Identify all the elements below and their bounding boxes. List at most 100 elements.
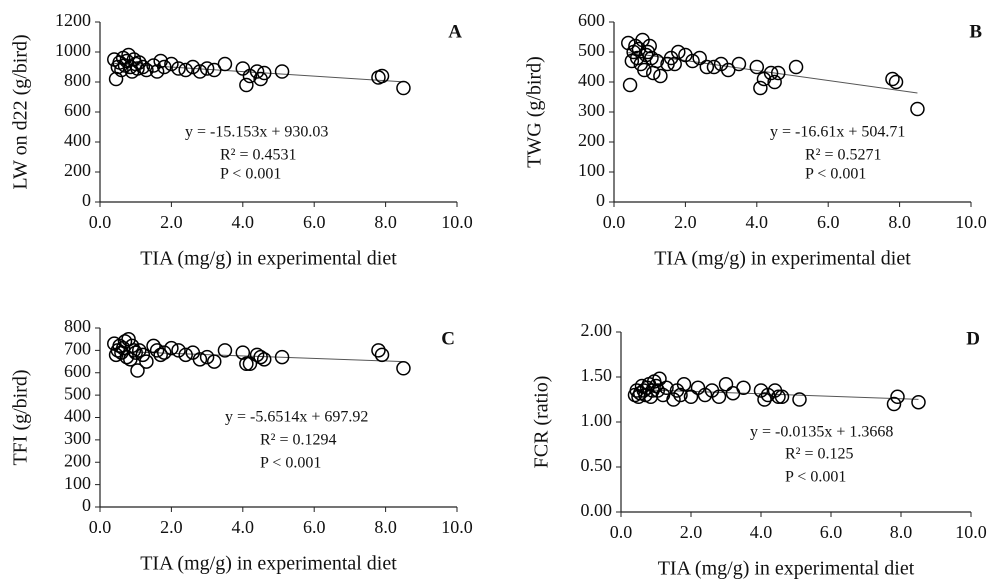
data-point: [256, 352, 272, 367]
data-point: [692, 50, 707, 66]
annotation: P < 0.001: [805, 166, 866, 183]
x-tick-label: 0.0: [89, 212, 112, 232]
y-tick-label: 700: [64, 339, 91, 359]
y-tick-label: 200: [64, 450, 91, 470]
annotation: R² = 0.125: [785, 446, 854, 463]
data-point: [135, 59, 151, 75]
y-tick-label: 400: [578, 70, 605, 90]
data-point: [885, 71, 900, 87]
y-axis-label: TWG (g/bird): [524, 56, 546, 168]
y-tick-label: 600: [64, 100, 91, 120]
y-tick-label: 0: [82, 190, 91, 210]
data-point: [153, 347, 168, 363]
y-tick-label: 400: [64, 406, 91, 426]
y-tick-label: 1.00: [581, 410, 613, 430]
data-point: [192, 352, 208, 367]
data-point: [771, 389, 786, 405]
data-point: [249, 64, 265, 79]
y-axis-label: TFI (g/bird): [10, 369, 32, 465]
data-point: [135, 347, 151, 363]
y-tick-label: 400: [64, 130, 91, 150]
data-point: [130, 61, 145, 76]
data-point: [649, 53, 665, 69]
data-point: [139, 354, 154, 369]
annotation: P < 0.001: [785, 469, 846, 486]
data-point: [911, 394, 926, 410]
data-point: [706, 59, 722, 75]
x-tick-label: 10.0: [441, 212, 473, 232]
x-tick-label: 2.0: [160, 212, 183, 232]
data-point: [374, 68, 390, 84]
x-tick-label: 6.0: [820, 522, 843, 542]
x-tick-label: 6.0: [817, 212, 840, 232]
y-tick-label: 1200: [55, 10, 91, 30]
panel-label: A: [448, 21, 462, 42]
panel-label: C: [441, 328, 455, 349]
data-point: [629, 383, 644, 398]
data-point: [653, 68, 668, 84]
data-point: [699, 59, 715, 75]
data-point: [770, 65, 786, 81]
x-tick-label: 2.0: [674, 212, 697, 232]
data-point: [374, 347, 390, 363]
data-point: [650, 383, 665, 398]
data-point: [128, 345, 143, 360]
data-point: [720, 62, 736, 78]
annotation: y = -15.153x + 930.03: [185, 124, 328, 141]
data-point: [249, 347, 265, 363]
x-tick-label: 8.0: [374, 212, 397, 232]
data-point: [622, 77, 638, 93]
data-point: [149, 64, 165, 79]
data-point: [253, 349, 268, 365]
y-tick-label: 100: [64, 473, 91, 493]
x-axis-label: TIA (mg/g) in experimental diet: [140, 248, 397, 270]
x-tick-label: 10.0: [955, 522, 987, 542]
data-point: [274, 349, 290, 365]
data-point: [890, 389, 905, 405]
data-point: [736, 380, 751, 396]
x-tick-label: 2.0: [680, 522, 703, 542]
y-tick-label: 100: [578, 160, 605, 180]
data-point: [671, 44, 686, 60]
data-point: [673, 387, 688, 403]
data-point: [767, 74, 782, 90]
data-point: [199, 349, 215, 365]
annotation: R² = 0.5271: [805, 147, 882, 164]
x-tick-label: 8.0: [890, 522, 913, 542]
y-tick-label: 300: [578, 100, 605, 120]
y-tick-label: 800: [64, 316, 91, 336]
data-point: [749, 59, 765, 75]
annotation: P < 0.001: [260, 455, 321, 472]
data-point: [164, 340, 179, 356]
data-point: [164, 56, 179, 72]
data-point: [256, 65, 272, 81]
data-point: [659, 380, 674, 396]
data-point: [171, 343, 186, 358]
data-point: [206, 354, 222, 369]
annotation: P < 0.001: [220, 166, 281, 183]
x-axis-label: TIA (mg/g) in experimental diet: [140, 553, 397, 575]
y-tick-label: 200: [64, 160, 91, 180]
data-point: [235, 61, 251, 76]
annotation: R² = 0.1294: [260, 432, 337, 449]
data-point: [371, 343, 386, 358]
data-point: [239, 356, 254, 372]
data-point: [274, 64, 290, 79]
panel-label: D: [966, 328, 980, 349]
data-point: [685, 53, 700, 69]
data-point: [757, 392, 772, 407]
data-point: [690, 380, 706, 396]
data-point: [117, 334, 133, 349]
data-point: [396, 361, 411, 376]
data-point: [792, 392, 807, 407]
data-point: [178, 347, 193, 363]
x-tick-label: 6.0: [303, 517, 326, 537]
annotation: y = -0.0135x + 1.3668: [750, 424, 893, 441]
y-tick-label: 500: [64, 383, 91, 403]
data-point: [697, 387, 713, 403]
y-tick-label: 600: [578, 10, 605, 30]
data-point: [130, 363, 145, 378]
data-point: [753, 383, 769, 398]
data-point: [239, 77, 254, 93]
x-axis-label: TIA (mg/g) in experimental diet: [654, 248, 911, 270]
